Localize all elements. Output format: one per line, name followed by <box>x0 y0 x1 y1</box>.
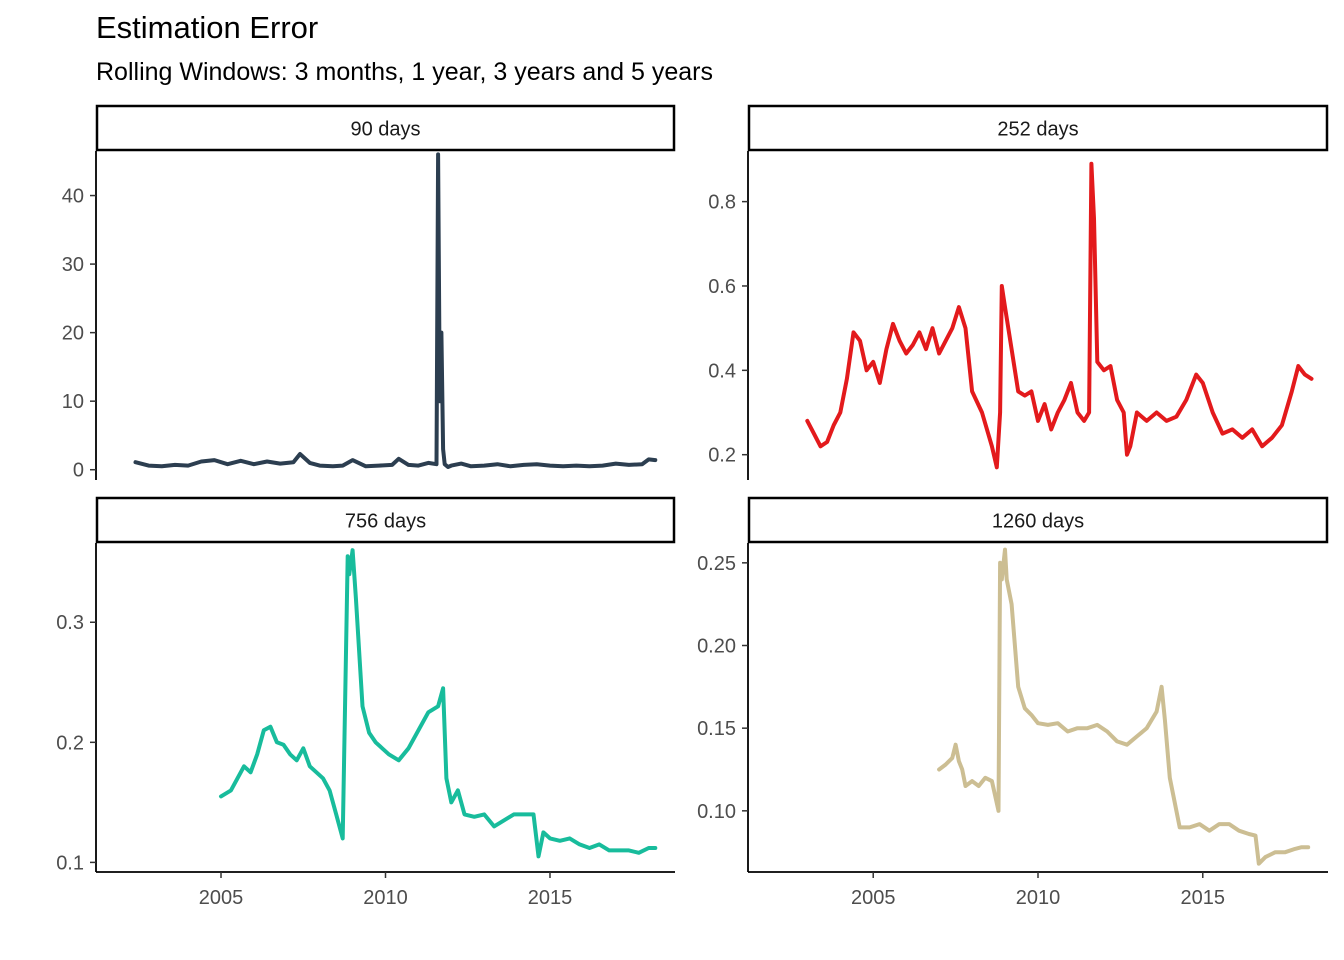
series-line <box>219 548 658 859</box>
y-tick-label: 0 <box>73 460 84 482</box>
y-tick-label: 30 <box>62 254 84 276</box>
chart-subtitle: Rolling Windows: 3 months, 1 year, 3 yea… <box>96 58 713 86</box>
x-tick-label: 2010 <box>363 887 408 909</box>
y-tick-label: 0.25 <box>697 553 736 575</box>
facet-strip <box>95 496 676 544</box>
y-tick-label: 0.8 <box>708 192 736 214</box>
y-tick-label: 0.2 <box>708 445 736 467</box>
x-tick-label: 2015 <box>1181 887 1226 909</box>
y-tick-label: 0.4 <box>708 360 736 382</box>
y-tick-label: 20 <box>62 323 84 345</box>
y-tick-label: 10 <box>62 391 84 413</box>
facet-strip-label: 90 days <box>350 119 420 141</box>
series-line <box>133 152 658 469</box>
y-tick-label: 0.3 <box>56 612 84 634</box>
y-tick-label: 0.15 <box>697 718 736 740</box>
y-tick-label: 0.2 <box>56 732 84 754</box>
x-tick-label: 2005 <box>199 887 244 909</box>
y-tick-label: 40 <box>62 186 84 208</box>
series-line <box>805 161 1314 470</box>
facet-strip-label: 252 days <box>997 119 1078 141</box>
x-tick-label: 2005 <box>851 887 896 909</box>
facet-strip <box>95 104 676 152</box>
y-tick-label: 0.1 <box>56 852 84 874</box>
series-line <box>937 547 1311 866</box>
y-tick-label: 0.20 <box>697 636 736 658</box>
x-tick-label: 2015 <box>528 887 573 909</box>
facet-strip-label: 1260 days <box>992 511 1084 533</box>
chart-title: Estimation Error <box>96 10 319 45</box>
facet-strip <box>747 104 1329 152</box>
facet-strip-label: 756 days <box>345 511 426 533</box>
x-tick-label: 2010 <box>1016 887 1061 909</box>
y-tick-label: 0.6 <box>708 276 736 298</box>
y-tick-label: 0.10 <box>697 801 736 823</box>
facet-strip <box>747 496 1329 544</box>
